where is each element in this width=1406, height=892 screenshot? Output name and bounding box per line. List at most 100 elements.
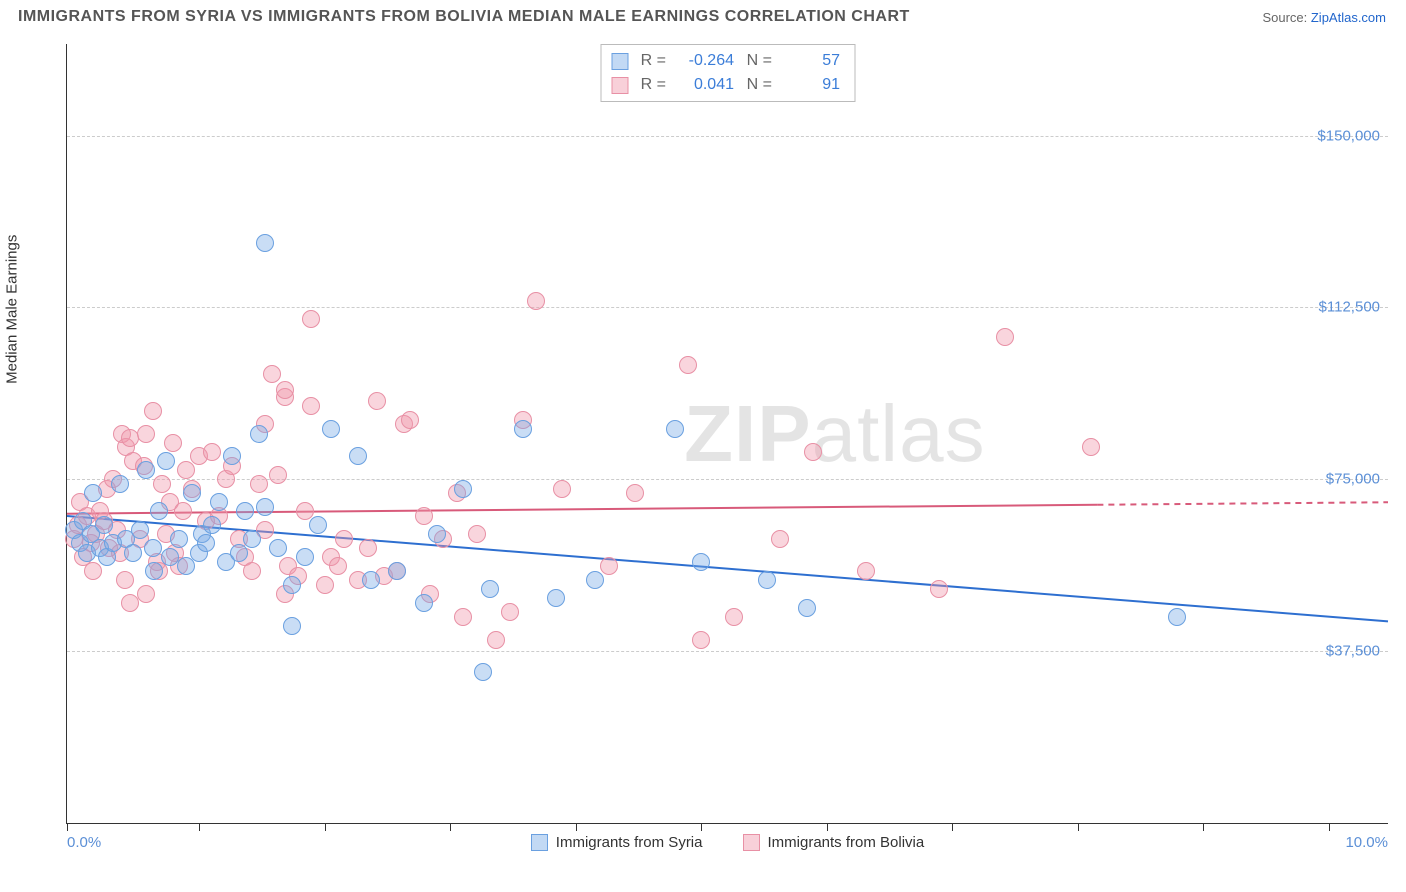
scatter-point (203, 516, 221, 534)
r-value-syria: -0.264 (674, 49, 734, 73)
legend-swatch-syria (611, 53, 628, 70)
scatter-point (857, 562, 875, 580)
legend-item-syria: Immigrants from Syria (531, 834, 703, 851)
scatter-point (428, 525, 446, 543)
scatter-point (137, 585, 155, 603)
source-attribution: Source: ZipAtlas.com (1262, 10, 1386, 25)
x-tick (67, 823, 68, 831)
scatter-point (124, 544, 142, 562)
legend-swatch-bolivia (743, 834, 760, 851)
watermark: ZIPatlas (684, 388, 985, 480)
n-value-bolivia: 91 (780, 73, 840, 97)
scatter-point (481, 580, 499, 598)
y-tick-label: $112,500 (1319, 299, 1380, 316)
scatter-point (283, 576, 301, 594)
scatter-point (84, 562, 102, 580)
y-axis-label: Median Male Earnings (4, 235, 21, 384)
scatter-point (600, 557, 618, 575)
scatter-point (145, 562, 163, 580)
scatter-point (276, 381, 294, 399)
scatter-point (230, 544, 248, 562)
scatter-point (164, 434, 182, 452)
scatter-point (236, 502, 254, 520)
scatter-point (487, 631, 505, 649)
scatter-point (1082, 438, 1100, 456)
scatter-point (174, 502, 192, 520)
n-label: N = (742, 49, 772, 73)
scatter-point (329, 557, 347, 575)
scatter-point (798, 599, 816, 617)
scatter-point (586, 571, 604, 589)
legend-swatch-bolivia (611, 77, 628, 94)
gridline (67, 307, 1388, 308)
bottom-legend: Immigrants from Syria Immigrants from Bo… (67, 834, 1388, 851)
x-tick (576, 823, 577, 831)
gridline (67, 136, 1388, 137)
legend-label-syria: Immigrants from Syria (556, 834, 703, 851)
scatter-point (474, 663, 492, 681)
scatter-point (203, 443, 221, 461)
scatter-point (269, 539, 287, 557)
source-prefix: Source: (1262, 10, 1310, 25)
scatter-point (626, 484, 644, 502)
source-link[interactable]: ZipAtlas.com (1311, 10, 1386, 25)
x-tick (952, 823, 953, 831)
scatter-point (243, 530, 261, 548)
scatter-point (153, 475, 171, 493)
x-tick (1078, 823, 1079, 831)
scatter-point (116, 571, 134, 589)
scatter-point (243, 562, 261, 580)
r-value-bolivia: 0.041 (674, 73, 734, 97)
scatter-point (250, 475, 268, 493)
scatter-point (197, 534, 215, 552)
header: IMMIGRANTS FROM SYRIA VS IMMIGRANTS FROM… (0, 0, 1406, 30)
n-value-syria: 57 (780, 49, 840, 73)
r-label: R = (636, 49, 666, 73)
scatter-point (84, 484, 102, 502)
y-tick-label: $75,000 (1326, 471, 1380, 488)
scatter-point (183, 484, 201, 502)
x-tick (827, 823, 828, 831)
scatter-point (170, 530, 188, 548)
scatter-point (468, 525, 486, 543)
scatter-point (666, 420, 684, 438)
scatter-point (137, 425, 155, 443)
scatter-point (95, 516, 113, 534)
gridline (67, 651, 1388, 652)
n-label: N = (742, 73, 772, 97)
plot-area: ZIPatlas R = -0.264 N = 57 R = 0.041 N =… (66, 44, 1388, 824)
x-tick (1203, 823, 1204, 831)
scatter-point (283, 617, 301, 635)
scatter-point (302, 397, 320, 415)
scatter-point (256, 234, 274, 252)
r-label: R = (636, 73, 666, 97)
legend-label-bolivia: Immigrants from Bolivia (768, 834, 925, 851)
scatter-point (322, 420, 340, 438)
scatter-point (302, 310, 320, 328)
scatter-point (415, 594, 433, 612)
scatter-point (269, 466, 287, 484)
scatter-point (137, 461, 155, 479)
scatter-point (250, 425, 268, 443)
x-tick (1329, 823, 1330, 831)
y-tick-label: $150,000 (1317, 127, 1380, 144)
scatter-point (309, 516, 327, 534)
scatter-point (514, 420, 532, 438)
scatter-point (553, 480, 571, 498)
scatter-point (111, 475, 129, 493)
scatter-point (121, 594, 139, 612)
scatter-point (362, 571, 380, 589)
scatter-point (223, 447, 241, 465)
scatter-point (144, 539, 162, 557)
scatter-point (401, 411, 419, 429)
legend-item-bolivia: Immigrants from Bolivia (743, 834, 925, 851)
scatter-point (771, 530, 789, 548)
scatter-point (454, 608, 472, 626)
scatter-point (547, 589, 565, 607)
scatter-point (316, 576, 334, 594)
scatter-point (177, 557, 195, 575)
scatter-point (368, 392, 386, 410)
chart-title: IMMIGRANTS FROM SYRIA VS IMMIGRANTS FROM… (18, 8, 910, 26)
scatter-point (177, 461, 195, 479)
x-tick (325, 823, 326, 831)
